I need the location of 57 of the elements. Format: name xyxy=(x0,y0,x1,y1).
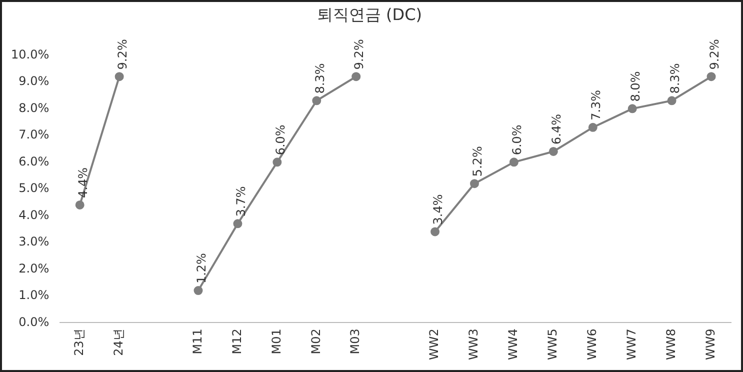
y-tick-label: 4.0% xyxy=(18,208,50,222)
data-label: 7.3% xyxy=(589,90,604,120)
x-tick-label: WW2 xyxy=(427,328,442,360)
data-label: 9.2% xyxy=(707,39,722,70)
x-tick-label: M02 xyxy=(308,328,323,354)
x-tick-label: WW8 xyxy=(664,328,678,360)
x-tick-label: M11 xyxy=(190,328,204,354)
y-tick-label: 10.0% xyxy=(10,47,50,62)
data-label: 6.4% xyxy=(550,114,564,144)
x-tick-label: WW4 xyxy=(506,328,520,360)
point xyxy=(114,72,124,82)
data-label: 6.0% xyxy=(510,124,524,156)
point xyxy=(628,104,637,114)
data-label: 9.2% xyxy=(352,39,366,70)
point xyxy=(75,200,84,210)
x-tick-label: WW5 xyxy=(546,328,560,360)
y-tick-label: 2.0% xyxy=(18,261,50,276)
data-label: 8.3% xyxy=(312,63,327,94)
point xyxy=(706,72,716,82)
data-label: 6.0% xyxy=(273,124,288,156)
point xyxy=(272,158,282,167)
data-label: 3.7% xyxy=(234,186,248,217)
x-tick-label: M12 xyxy=(230,328,244,354)
point xyxy=(352,72,361,82)
x-tick-label: M01 xyxy=(269,328,284,354)
point xyxy=(430,227,440,236)
point xyxy=(470,179,479,188)
point xyxy=(312,96,322,106)
x-tick-label: M03 xyxy=(348,328,362,354)
point xyxy=(509,158,518,167)
data-label: 1.2% xyxy=(194,253,208,284)
point xyxy=(588,122,598,132)
point xyxy=(233,219,242,228)
x-tick-label: 23년 xyxy=(72,328,86,356)
point xyxy=(194,286,203,296)
data-label: 4.4% xyxy=(76,167,90,198)
y-tick-label: 8.0% xyxy=(18,100,50,115)
data-label: 8.0% xyxy=(628,71,642,102)
x-tick-label: 24년 xyxy=(111,328,126,356)
point xyxy=(548,146,558,156)
y-tick-label: 0.0% xyxy=(18,314,50,329)
chart-title: 퇴직연금 (DC) xyxy=(316,4,422,24)
y-tick-label: 1.0% xyxy=(18,288,50,302)
point xyxy=(667,96,676,106)
x-tick-label: WW3 xyxy=(466,328,481,360)
data-label: 9.2% xyxy=(115,39,130,70)
y-tick-label: 5.0% xyxy=(18,181,50,196)
y-tick-label: 6.0% xyxy=(18,154,50,168)
data-label: 8.3% xyxy=(668,63,682,94)
data-label: 5.2% xyxy=(470,146,485,177)
y-tick-label: 9.0% xyxy=(18,74,50,88)
x-tick-label: WW6 xyxy=(585,328,600,360)
data-label: 3.4% xyxy=(431,194,446,225)
x-tick-label: WW7 xyxy=(624,328,638,360)
y-tick-label: 7.0% xyxy=(18,128,50,142)
y-tick-label: 3.0% xyxy=(18,234,50,249)
x-tick-label: WW9 xyxy=(703,328,718,360)
